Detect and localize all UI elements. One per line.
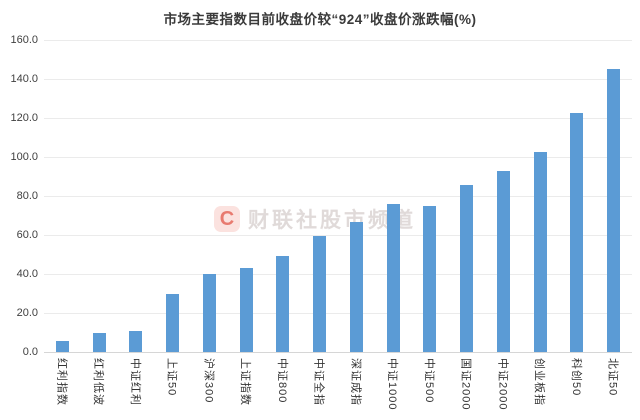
x-axis-category-label: 中证500: [422, 358, 435, 404]
x-axis-line: [44, 351, 632, 353]
bar: [386, 203, 400, 352]
bar: [166, 294, 180, 352]
gridline: [44, 156, 632, 158]
bar: [570, 113, 584, 352]
bar: [533, 152, 547, 352]
watermark-text: 财联社股市频道: [248, 209, 416, 232]
gridline: [44, 195, 632, 197]
x-axis-category-label: 创业板指: [533, 358, 546, 406]
y-axis-tick-label: 40.0: [16, 268, 38, 280]
x-axis-category-label: 中证全指: [312, 358, 325, 406]
watermark: C 财联社股市频道: [214, 204, 416, 234]
bar: [55, 341, 69, 352]
x-axis-category-label: 国证2000: [459, 358, 472, 411]
x-axis-category-label: 中证红利: [128, 358, 141, 406]
bar: [239, 267, 253, 352]
cailianshe-logo-icon: C: [214, 206, 240, 232]
y-axis-tick-label: 160.0: [10, 34, 38, 46]
bar: [202, 273, 216, 352]
y-axis-tick-label: 80.0: [16, 190, 38, 202]
bar: [349, 221, 363, 352]
y-axis-tick-label: 100.0: [10, 151, 38, 163]
bar: [313, 235, 327, 352]
gridline: [44, 312, 632, 314]
y-axis-tick-label: 20.0: [16, 307, 38, 319]
y-axis-tick-label: 0.0: [22, 346, 38, 358]
gridline: [44, 273, 632, 275]
bar: [423, 205, 437, 352]
x-axis-category-label: 中证800: [275, 358, 288, 404]
bar: [607, 68, 621, 352]
gridline: [44, 234, 632, 236]
x-axis-category-label: 深证成指: [349, 358, 362, 406]
x-axis-category-label: 科创50: [569, 358, 582, 397]
gridline: [44, 39, 632, 41]
x-axis-category-label: 上证指数: [239, 358, 252, 406]
x-axis-category-label: 中证2000: [496, 358, 509, 411]
x-axis-category-label: 红利指数: [55, 358, 68, 406]
x-axis-category-label: 红利低波: [92, 358, 105, 406]
x-axis-category-label: 沪深300: [202, 358, 215, 404]
bar: [276, 256, 290, 352]
y-axis-tick-label: 60.0: [16, 229, 38, 241]
x-axis-category-label: 中证1000: [386, 358, 399, 411]
gridline: [44, 78, 632, 80]
gridline: [44, 117, 632, 119]
bar: [496, 170, 510, 352]
bar: [92, 332, 106, 352]
x-axis-category-label: 上证50: [165, 358, 178, 397]
chart-title: 市场主要指数目前收盘价较“924”收盘价涨跌幅(%): [163, 12, 477, 27]
bar: [460, 185, 474, 352]
y-axis-tick-label: 120.0: [10, 112, 38, 124]
bar: [129, 330, 143, 352]
y-axis-tick-label: 140.0: [10, 73, 38, 85]
x-axis-category-label: 北证50: [606, 358, 619, 397]
